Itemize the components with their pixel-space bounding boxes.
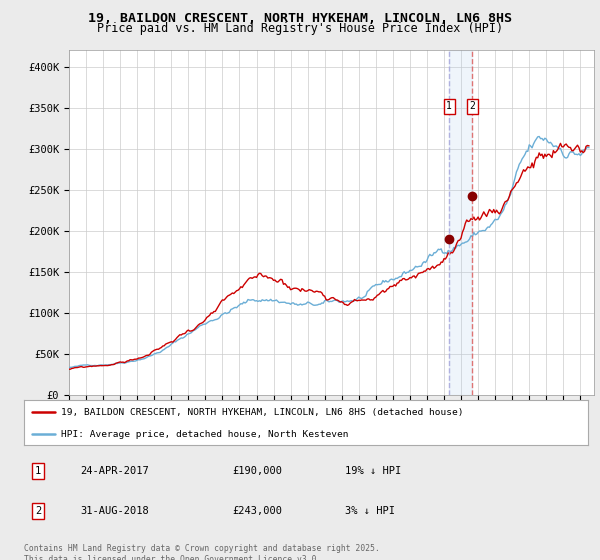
- Bar: [449, 50, 472, 395]
- Text: 31-AUG-2018: 31-AUG-2018: [80, 506, 149, 516]
- Text: £243,000: £243,000: [233, 506, 283, 516]
- Text: 19, BAILDON CRESCENT, NORTH HYKEHAM, LINCOLN, LN6 8HS (detached house): 19, BAILDON CRESCENT, NORTH HYKEHAM, LIN…: [61, 408, 463, 417]
- Text: 3% ↓ HPI: 3% ↓ HPI: [346, 506, 395, 516]
- Text: 19, BAILDON CRESCENT, NORTH HYKEHAM, LINCOLN, LN6 8HS: 19, BAILDON CRESCENT, NORTH HYKEHAM, LIN…: [88, 12, 512, 25]
- Text: Contains HM Land Registry data © Crown copyright and database right 2025.
This d: Contains HM Land Registry data © Crown c…: [24, 544, 380, 560]
- Text: 19% ↓ HPI: 19% ↓ HPI: [346, 466, 402, 476]
- Text: 24-APR-2017: 24-APR-2017: [80, 466, 149, 476]
- Text: 2: 2: [35, 506, 41, 516]
- Text: 2: 2: [469, 101, 475, 111]
- Text: 1: 1: [446, 101, 452, 111]
- Text: £190,000: £190,000: [233, 466, 283, 476]
- Text: Price paid vs. HM Land Registry's House Price Index (HPI): Price paid vs. HM Land Registry's House …: [97, 22, 503, 35]
- Text: 1: 1: [35, 466, 41, 476]
- Text: HPI: Average price, detached house, North Kesteven: HPI: Average price, detached house, Nort…: [61, 430, 348, 439]
